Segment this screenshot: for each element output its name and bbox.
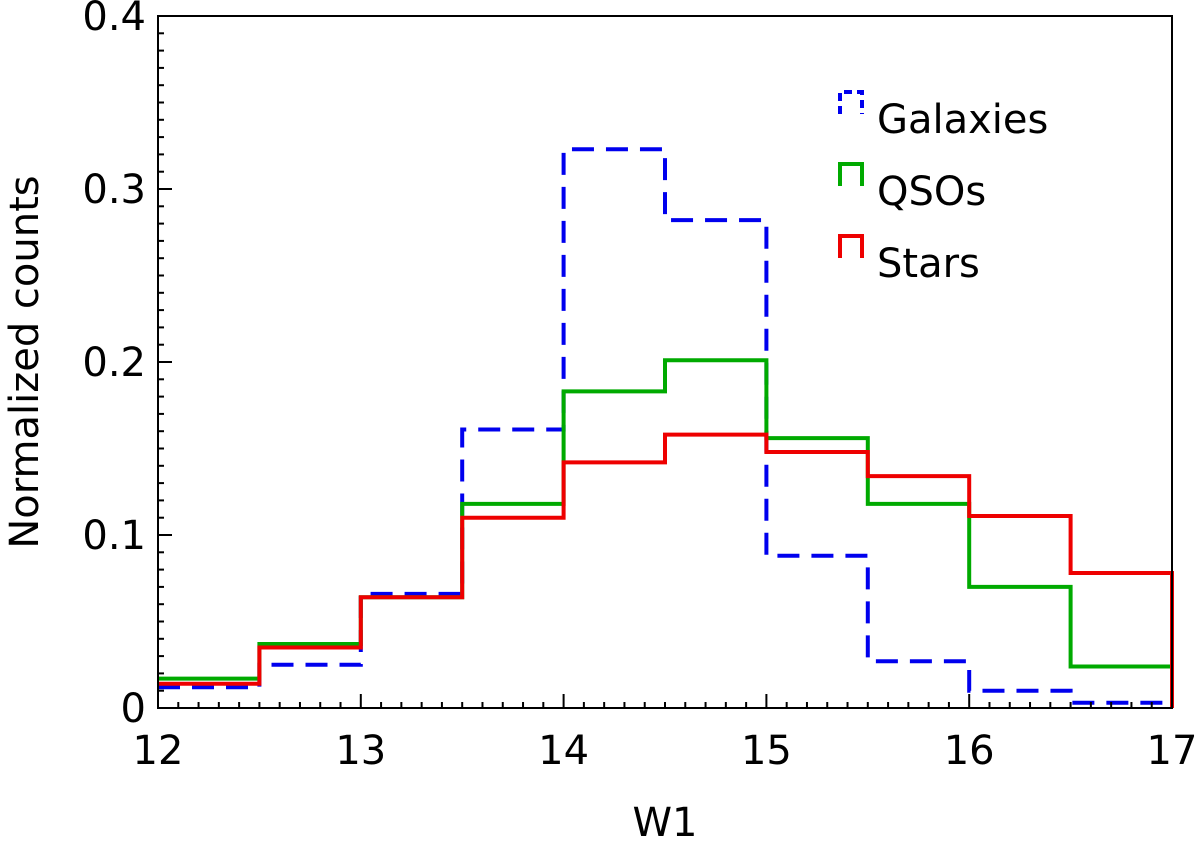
legend-handle-galaxies: [838, 90, 864, 114]
legend: Galaxies QSOs Stars: [838, 90, 1048, 287]
series-qsos-line: [158, 358, 1174, 708]
legend-label-galaxies: Galaxies: [877, 97, 1048, 143]
x-axis-label: W1: [633, 800, 698, 846]
series-stars-line: [158, 432, 1174, 708]
legend-handle-qsos: [838, 162, 864, 186]
x-tick-label: 13: [335, 728, 386, 774]
legend-handle-stars: [838, 234, 864, 258]
y-tick-label: 0.2: [82, 340, 146, 386]
legend-label-stars: Stars: [877, 241, 980, 287]
x-tick-label: 16: [944, 728, 995, 774]
y-tick-label: 0.4: [82, 0, 146, 40]
y-tick-label: 0: [121, 686, 146, 732]
y-axis-label: Normalized counts: [2, 175, 48, 548]
tick-labels: 12 13 14 15 16 17 0 0.1 0.2 0.3 0.4: [82, 0, 1197, 774]
y-tick-label: 0.3: [82, 167, 146, 213]
x-tick-label: 12: [133, 728, 184, 774]
x-tick-label: 17: [1147, 728, 1198, 774]
y-tick-label: 0.1: [82, 513, 146, 559]
series-galaxies-line: [158, 147, 1174, 708]
series-layer: [158, 147, 1174, 708]
x-tick-label: 15: [741, 728, 792, 774]
legend-label-qsos: QSOs: [877, 169, 986, 215]
x-tick-label: 14: [538, 728, 589, 774]
ticks-layer: [157, 15, 1173, 709]
